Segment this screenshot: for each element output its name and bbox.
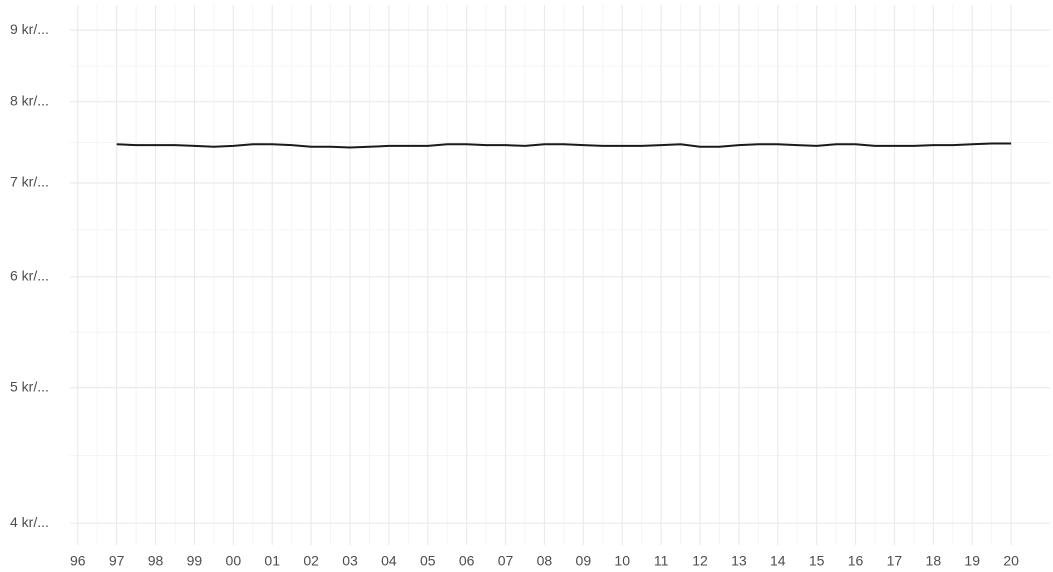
x-tick-label: 06 [459,553,475,569]
x-tick-label: 15 [809,553,825,569]
x-tick-label: 16 [848,553,864,569]
x-tick-label: 10 [614,553,630,569]
line [116,142,1012,149]
y-tick-label: 4 kr/... [10,514,49,530]
x-tick-label: 07 [498,553,514,569]
x-tick-label: 17 [887,553,903,569]
x-tick-label: 96 [70,553,86,569]
y-tick-label: 9 kr/... [10,21,49,37]
y-tick-label: 8 kr/... [10,92,49,108]
x-tick-label: 05 [420,553,436,569]
x-tick-label: 12 [692,553,708,569]
x-tick-label: 13 [731,553,747,569]
x-tick-label: 18 [926,553,942,569]
x-tick-label: 00 [226,553,242,569]
y-tick-label: 5 kr/... [10,378,49,394]
x-tick-label: 20 [1003,553,1019,569]
x-tick-label: 02 [303,553,319,569]
x-tick-label: 11 [654,553,669,569]
x-tick-label: 97 [109,553,125,569]
y-tick-label: 7 kr/... [10,174,49,190]
x-tick-label: 14 [770,553,786,569]
x-tick-label: 08 [537,553,553,569]
x-tick-label: 98 [148,553,164,569]
x-tick-label: 19 [964,553,980,569]
x-tick-label: 04 [381,553,397,569]
x-tick-label: 01 [264,553,280,569]
y-tick-label: 6 kr/... [10,267,49,283]
x-tick-label: 03 [342,553,358,569]
x-tick-label: 99 [187,553,203,569]
x-tick-label: 09 [576,553,592,569]
